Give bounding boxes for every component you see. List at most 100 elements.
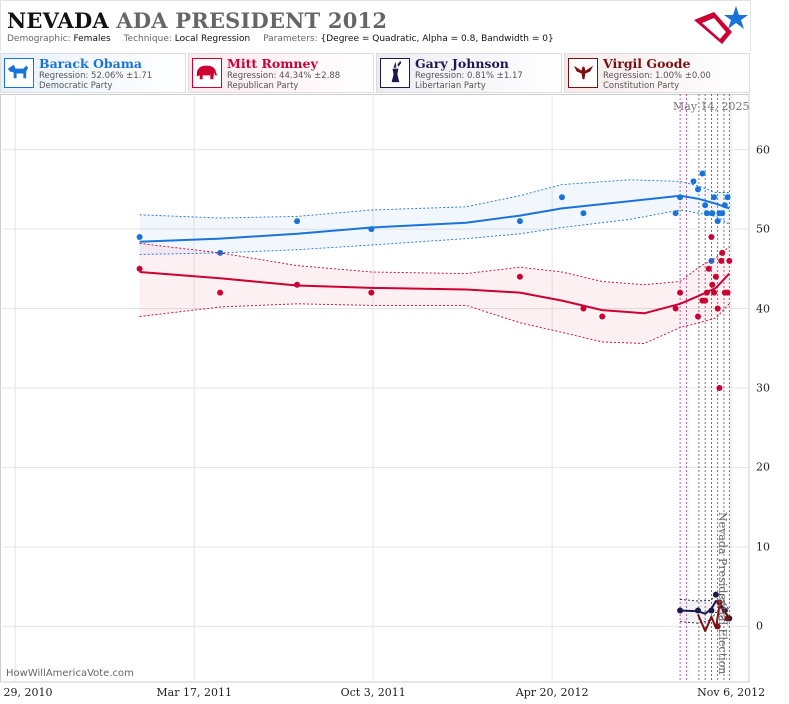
barack-obama-poll-point <box>580 210 587 217</box>
barack-obama-poll-point <box>714 218 721 225</box>
mitt-romney-poll-point <box>516 273 523 280</box>
mitt-romney-poll-point <box>719 249 726 256</box>
barack-obama-poll-point <box>136 234 143 241</box>
barack-obama-poll-point <box>690 178 697 185</box>
mitt-romney-poll-point <box>705 265 712 272</box>
barack-obama-poll-point <box>699 170 706 177</box>
legend-item-gary-johnson: Gary Johnson Regression: 0.81% ±1.17 Liber… <box>376 53 562 93</box>
y-tick-label: 40 <box>756 302 770 316</box>
mitt-romney-poll-point <box>580 305 587 312</box>
virgil-goode-poll-point <box>714 623 721 630</box>
candidate-regression: Regression: 1.00% ±0.00 <box>603 71 711 81</box>
demographic-value: Females <box>73 34 111 44</box>
election-day-label: Nevada Presidential Election <box>716 512 729 675</box>
candidate-name: Virgil Goode <box>603 56 691 71</box>
barack-obama-trend-line <box>139 194 730 243</box>
mitt-romney-poll-point <box>712 273 719 280</box>
barack-obama-confidence-band <box>139 179 730 255</box>
x-tick-label: Nov 6, 2012 <box>697 686 766 699</box>
barack-obama-poll-point <box>702 202 709 209</box>
mitt-romney-poll-point <box>716 385 723 391</box>
mitt-romney-poll-point <box>672 305 679 312</box>
mitt-romney-poll-point <box>217 289 224 296</box>
candidate-name: Mitt Romney <box>227 56 318 71</box>
mitt-romney-poll-point <box>599 313 606 320</box>
candidate-name: Gary Johnson <box>415 56 509 71</box>
mitt-romney-confidence-band <box>139 243 730 344</box>
chart-plot <box>0 94 750 683</box>
mitt-romney-poll-point <box>294 281 301 288</box>
barack-obama-poll-point <box>677 194 684 201</box>
title-rest: ADA PRESIDENT 2012 <box>116 8 388 33</box>
barack-obama-poll-point <box>294 218 301 225</box>
y-tick-label: 20 <box>756 460 770 474</box>
mitt-romney-poll-point <box>711 289 718 296</box>
virgil-goode-poll-point <box>716 599 723 606</box>
mitt-romney-poll-point <box>714 305 721 312</box>
mitt-romney-poll-point <box>694 313 701 320</box>
parameters-value: {Degree = Quadratic, Alpha = 0.8, Bandwi… <box>320 34 554 44</box>
mitt-romney-poll-point <box>677 289 684 296</box>
barack-obama-poll-point <box>711 194 718 201</box>
legend-item-mitt-romney: Mitt Romney Regression: 44.34% ±2.88 Repub… <box>188 53 374 93</box>
barack-obama-band-lower <box>139 209 730 255</box>
gary-johnson-band-lower <box>680 611 730 627</box>
barack-obama-band-upper <box>139 179 730 219</box>
gary-johnson-poll-point <box>712 591 719 598</box>
mitt-romney-poll-point <box>718 257 725 264</box>
x-tick-label: Oct 3, 2011 <box>340 686 406 699</box>
barack-obama-poll-point <box>694 186 701 193</box>
parameters-label: Parameters: <box>263 34 318 44</box>
demographic-label: Demographic: <box>7 34 71 44</box>
gary-johnson-poll-point <box>694 607 701 614</box>
y-tick-label: 50 <box>756 222 770 236</box>
site-logo-icon <box>694 6 748 44</box>
legend-item-virgil-goode: Virgil Goode Regression: 1.00% ±0.00 Const… <box>564 53 750 93</box>
mitt-romney-poll-point <box>708 234 715 241</box>
site-credit: HowWillAmericaVote.com <box>6 668 134 679</box>
chart-header: NEVADA ADA PRESIDENT 2012 Demographic: F… <box>0 0 751 51</box>
barack-obama-poll-point <box>672 210 679 217</box>
candidate-name: Barack Obama <box>39 56 143 71</box>
candidate-party: Libertarian Party <box>415 81 486 91</box>
candidate-legend: Barack Obama Regression: 52.06% ±1.71 Demo… <box>0 53 750 93</box>
mitt-romney-poll-point <box>702 297 709 304</box>
x-tick-label: Aug 29, 2010 <box>0 686 53 699</box>
gary-johnson-poll-point <box>677 607 684 614</box>
barack-obama-poll-point <box>558 194 565 201</box>
gary-johnson-poll-point <box>708 607 715 614</box>
legend-item-barack-obama: Barack Obama Regression: 52.06% ±1.71 Demo… <box>0 53 186 93</box>
y-tick-label: 30 <box>756 381 770 395</box>
barack-obama-poll-point <box>721 202 728 209</box>
candidate-party: Democratic Party <box>39 81 113 91</box>
barack-obama-poll-point <box>719 210 726 217</box>
mitt-romney-poll-point <box>136 265 143 272</box>
elephant-icon <box>192 58 222 88</box>
gary-johnson-band-upper <box>680 591 730 611</box>
eagle-icon <box>568 58 598 88</box>
y-tick-label: 60 <box>756 143 770 157</box>
statue-of-liberty-icon <box>380 58 410 88</box>
y-tick-label: 0 <box>756 619 763 633</box>
mitt-romney-poll-point <box>709 281 716 288</box>
mitt-romney-band-upper <box>139 242 730 286</box>
candidate-party: Constitution Party <box>603 81 680 91</box>
donkey-icon <box>4 58 34 88</box>
candidate-regression: Regression: 52.06% ±1.71 <box>39 71 153 81</box>
barack-obama-poll-point <box>368 226 375 233</box>
barack-obama-poll-point <box>516 218 523 225</box>
x-tick-label: Mar 17, 2011 <box>156 686 232 699</box>
mitt-romney-poll-point <box>724 289 731 296</box>
virgil-goode-poll-point <box>724 615 731 622</box>
candidate-regression: Regression: 0.81% ±1.17 <box>415 71 523 81</box>
chart-title: NEVADA ADA PRESIDENT 2012 <box>7 8 387 33</box>
y-tick-label: 10 <box>756 540 770 554</box>
barack-obama-poll-point <box>709 210 716 217</box>
mitt-romney-band-lower <box>139 303 730 344</box>
mitt-romney-poll-point <box>703 289 710 296</box>
chart-subtitle: Demographic: Females Technique: Local Re… <box>7 34 564 44</box>
mitt-romney-poll-point <box>726 257 733 264</box>
title-state: NEVADA <box>7 8 109 33</box>
technique-label: Technique: <box>123 34 172 44</box>
candidate-party: Republican Party <box>227 81 299 91</box>
